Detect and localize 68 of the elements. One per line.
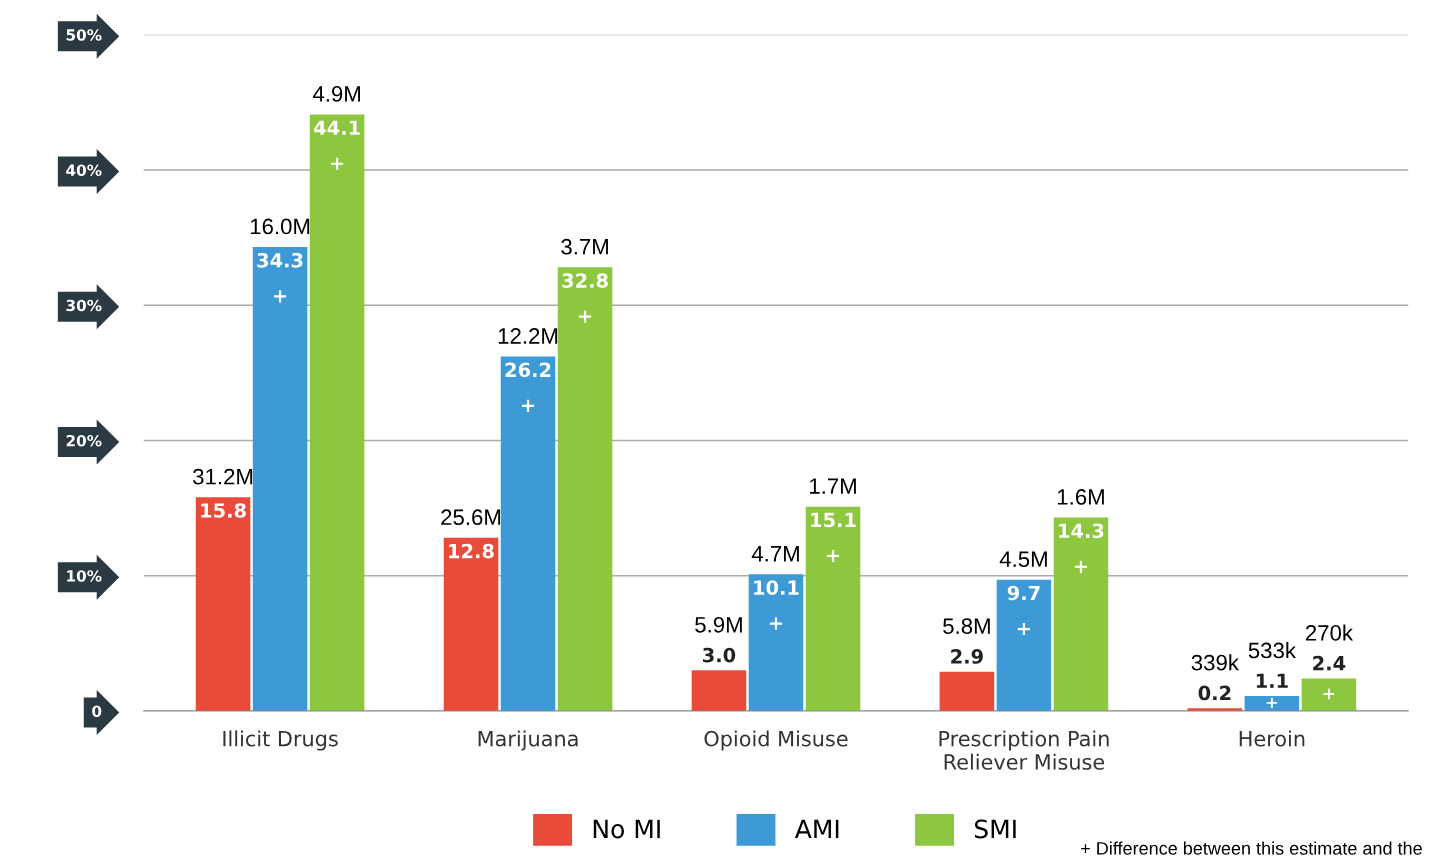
- annotation: +: [331, 157, 344, 170]
- data-label: 9.7: [1007, 585, 1040, 601]
- bar: [1053, 517, 1109, 711]
- bar: [748, 574, 804, 711]
- bar: [252, 247, 308, 711]
- annotation: 339k: [1191, 654, 1239, 671]
- annotation: +: [273, 290, 287, 303]
- legend-label: AMI: [794, 819, 839, 839]
- data-label: 0.2: [1198, 685, 1231, 701]
- annotation: 533k: [1248, 642, 1297, 659]
- annotation: 5.9M: [695, 616, 742, 633]
- y-tick-label: 50%: [66, 29, 102, 41]
- annotation: +: [578, 310, 592, 323]
- annotation: +: [1323, 688, 1335, 700]
- data-label: 44.1: [313, 120, 360, 135]
- annotation: +: [769, 617, 783, 630]
- annotation: +: [1074, 560, 1088, 573]
- bar: [443, 537, 499, 711]
- y-tick-label: 10%: [67, 570, 102, 582]
- annotation: 4.7M: [751, 546, 799, 562]
- bar: [996, 579, 1052, 711]
- bar: [805, 506, 861, 711]
- annotation: +: [826, 549, 840, 563]
- x-tick-label: Prescription Pain Reliever Misuse: [939, 730, 1109, 770]
- y-tick-label: 30%: [66, 299, 102, 312]
- data-label: 32.8: [562, 273, 608, 288]
- data-label: 12.8: [449, 543, 494, 559]
- annotation: 270k: [1305, 624, 1354, 641]
- data-label: 15.1: [811, 512, 856, 528]
- x-tick-label: Marijuana: [478, 730, 578, 751]
- data-label: 1.1: [1256, 673, 1288, 688]
- annotation: 1.7M: [810, 478, 856, 494]
- annotation: 16.0M: [250, 218, 310, 235]
- data-label: 3.0: [703, 647, 736, 663]
- data-label: 26.2: [505, 362, 551, 378]
- annotation: 1.6M: [1057, 489, 1104, 505]
- annotation: +: [1266, 697, 1278, 709]
- annotation: 25.6M: [441, 509, 501, 526]
- annotation: 31.2M: [193, 468, 253, 485]
- bar: [500, 356, 556, 711]
- bar: [939, 671, 995, 711]
- data-label: 2.9: [951, 649, 983, 664]
- legend-label: SMI: [974, 819, 1016, 839]
- annotation: 4.5M: [999, 551, 1047, 568]
- legend-label: No MI: [593, 819, 660, 839]
- x-tick-label: Opioid Misuse: [704, 730, 848, 751]
- bar: [691, 670, 747, 711]
- bar: [557, 267, 613, 711]
- data-label: 15.8: [201, 503, 246, 518]
- y-tick-label: 0: [92, 705, 102, 717]
- annotation: 12.2M: [498, 328, 558, 344]
- annotation: +: [521, 399, 535, 412]
- bar: [309, 114, 365, 711]
- x-tick-label: Heroin: [1239, 730, 1305, 747]
- data-label: 14.3: [1059, 523, 1104, 539]
- annotation: +: [1017, 622, 1031, 636]
- bar: [195, 497, 251, 711]
- x-tick-label: Illicit Drugs: [223, 730, 338, 751]
- data-label: 2.4: [1313, 655, 1346, 671]
- data-label: 10.1: [754, 580, 799, 595]
- y-tick-label: 20%: [66, 434, 102, 447]
- text: + Difference between this estimate and the: [1081, 841, 1422, 855]
- y-tick-label: 40%: [66, 164, 102, 176]
- annotation: 4.9M: [312, 86, 360, 102]
- bar: [1301, 678, 1357, 711]
- annotation: 3.7M: [561, 238, 608, 255]
- data-label: 34.3: [257, 252, 303, 268]
- annotation: 5.8M: [943, 618, 990, 634]
